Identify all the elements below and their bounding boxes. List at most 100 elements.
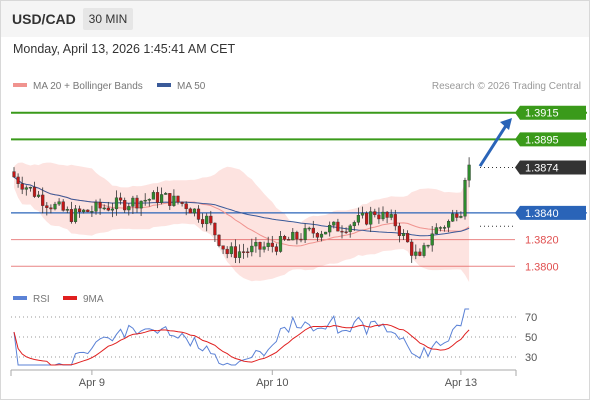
candle-body [32,186,37,197]
candle-body [139,200,143,209]
candle-body [258,241,262,250]
candle-body [77,208,82,213]
candle-body [98,201,102,209]
candle-body [340,230,344,233]
candle-body [307,227,311,230]
price-label-tag [515,160,586,175]
candle-body [311,227,315,234]
candle-body [332,221,336,226]
candle-body [20,183,24,190]
candle-body [12,171,16,178]
forecast-arrow-head [500,118,512,131]
candle-body [61,201,65,211]
candle-body [385,211,389,218]
candle-body [422,245,426,256]
bollinger-band-fill [14,162,470,282]
candle-body [418,251,422,256]
candle-body [356,215,360,223]
candle-body [451,213,455,222]
candle-body [365,212,369,225]
candle-body [225,248,229,255]
candle-body [90,211,94,213]
legend-ma50: MA 50 [157,81,205,92]
ma20-swatch [13,83,27,88]
candle-body [426,244,430,247]
candle-body [442,227,447,229]
price-label-text: 1.3874 [525,162,559,174]
candle-body [389,214,393,218]
candle-body [406,233,410,243]
chart-timestamp: Monday, April 13, 2026 1:45:41 AM CET [13,42,236,56]
candle-body [438,227,442,229]
candle-body [270,242,274,247]
candle-body [110,208,114,211]
price-label-tag [515,132,586,147]
interval-badge[interactable]: 30 MIN [83,8,133,30]
candle-body [57,201,61,205]
legend-ma50-label: MA 50 [177,81,206,92]
candle-body [221,245,225,250]
price-label-text: 1.3820 [525,235,559,247]
candle-body [377,214,381,220]
rsi-9ma-line [13,324,470,366]
candle-body [278,236,283,252]
price-label-text: 1.3840 [525,208,559,220]
candle-body [209,215,213,224]
candle-body [155,192,160,203]
candle-body [217,234,221,246]
candle-body [352,222,356,227]
candle-body [172,195,176,206]
candle-body [188,208,192,214]
candle-body [151,192,155,200]
candle-body [200,219,205,225]
candle-body [229,246,233,255]
price-label-1-3895: 1.3895 [515,132,586,147]
rsi-tick-50: 50 [525,332,537,344]
candle-body [315,233,319,238]
candle-body [53,203,57,210]
candle-body [373,211,377,216]
price-label-text: 1.3895 [525,134,559,146]
price-label-1-3800: 1.3800 [525,261,559,273]
chart-header: USD/CAD 30 MIN [1,1,589,37]
legend-rsi-label: RSI [33,294,50,305]
candle-body [430,233,434,246]
candle-body [86,209,90,213]
candle-body [291,231,295,241]
candle-body [246,251,250,253]
legend-ma20-label: MA 20 + Bollinger Bands [33,81,143,92]
rsi-tick-70: 70 [525,312,537,324]
price-label-1-3915: 1.3915 [515,105,586,120]
candle-body [192,208,196,214]
candle-body [397,225,401,236]
legend-9ma: 9MA [63,294,104,305]
candle-body [414,251,418,256]
candle-body [28,186,32,189]
x-tick-label: Apr 9 [79,377,105,389]
candle-body [254,241,258,247]
legend-rsi: RSI [13,294,50,305]
candle-body [82,209,86,213]
candle-body [299,238,303,241]
candle-body [205,215,209,225]
candle-body [73,208,78,222]
rsi-tick-30: 30 [525,352,537,364]
candle-body [283,236,287,240]
candle-body [233,246,237,258]
candle-body [381,211,385,220]
candle-body [184,203,188,210]
candle-body [159,194,164,203]
candle-body [336,221,340,232]
price-label-tag [515,105,586,120]
candle-body [45,205,49,208]
candle-body [102,207,106,210]
candle-body [274,246,278,252]
candle-body [324,231,328,235]
forecast-arrow-shaft [478,123,509,167]
candle-body [287,239,291,241]
price-label-tag [515,205,586,220]
candle-body [348,225,352,233]
price-label-1-3874: 1.3874 [515,160,586,175]
candle-body [135,197,139,209]
candle-body [213,222,217,236]
